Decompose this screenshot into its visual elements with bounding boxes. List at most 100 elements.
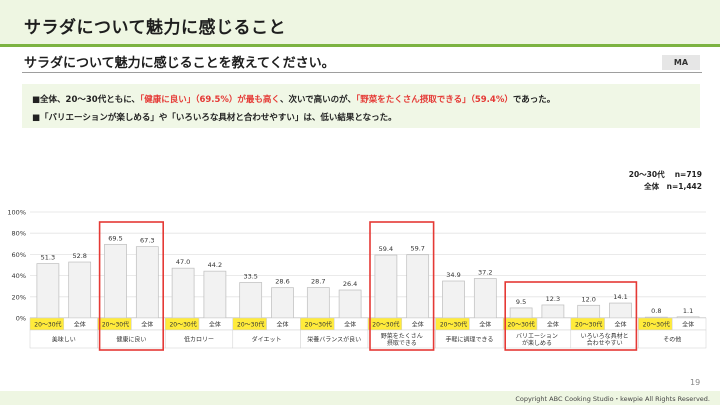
series-label: 全体	[276, 321, 288, 329]
bar	[338, 289, 362, 319]
series-label: 全体	[74, 321, 86, 329]
series-label: 20～30代	[575, 321, 602, 329]
summary-box: ■全体、20～30代ともに、「健康に良い」（69.5%）が最も高く、次いで高いの…	[22, 84, 700, 128]
sample-size-young: 20～30代 n=719	[628, 170, 702, 179]
bar-value-label: 28.6	[275, 278, 289, 286]
category-label: 健康に良い	[116, 336, 146, 344]
series-label: 20～30代	[305, 321, 332, 329]
summary-line-2: ■「バリエーションが楽しめる」や「いろいろな具材と合わせやすい」は、低い結果とな…	[32, 113, 397, 123]
series-label: 20～30代	[643, 321, 670, 329]
category-label: 摂取できる	[387, 339, 417, 347]
bar-value-label: 33.5	[243, 272, 257, 280]
question-text: サラダについて魅力に感じることを教えてください。	[24, 56, 335, 71]
y-tick-label: 80%	[12, 230, 26, 238]
bar	[271, 287, 294, 319]
bar-value-label: 26.4	[343, 280, 357, 288]
summary-text: 、次いで高いのが、	[279, 95, 357, 105]
bar	[135, 246, 159, 319]
bar-value-label: 28.7	[311, 278, 325, 286]
category-label: が楽しめる	[522, 339, 552, 347]
ma-badge: MA	[662, 55, 700, 70]
bar-value-label: 0.8	[651, 307, 661, 315]
bar	[609, 302, 632, 319]
page-number: 19	[690, 378, 701, 387]
series-label: 全体	[412, 321, 424, 329]
category-label: 合わせやすい	[587, 339, 623, 347]
series-label: 20～30代	[507, 321, 534, 329]
summary-text: であった。	[512, 95, 556, 105]
bar	[406, 254, 430, 319]
bar-value-label: 59.4	[379, 245, 393, 253]
copyright-text: Copyright ABC Cooking Studio・kewpie All …	[515, 395, 710, 403]
footer-band	[0, 391, 720, 405]
highlight-box	[369, 221, 435, 351]
bar-value-label: 34.9	[446, 271, 460, 279]
sample-size-legend: 20～30代 n=719 全体 n=1,442	[620, 169, 702, 193]
summary-line-1: ■全体、20～30代ともに、「健康に良い」（69.5%）が最も高く、次いで高いの…	[32, 93, 555, 105]
category-label: ダイエット	[252, 336, 282, 344]
category-label: 野菜をたくさん	[381, 332, 423, 340]
bar	[541, 304, 565, 319]
series-label: 20～30代	[440, 321, 467, 329]
bar-value-label: 47.0	[176, 258, 190, 266]
bar	[104, 243, 127, 319]
series-label: 全体	[547, 321, 559, 329]
series-label: 全体	[344, 321, 356, 329]
bar-value-label: 14.1	[613, 293, 627, 301]
bar	[68, 261, 92, 319]
category-label: 栄養バランスが良い	[307, 336, 361, 344]
bar	[171, 267, 195, 319]
y-tick-label: 0%	[16, 315, 26, 323]
bar	[577, 304, 601, 319]
category-label: 低カロリー	[184, 336, 214, 344]
highlight-box	[98, 221, 164, 351]
bar	[36, 263, 60, 319]
header-rule	[0, 44, 720, 47]
category-label: 手軽に調理できる	[445, 336, 493, 344]
series-label: 20～30代	[169, 321, 196, 329]
bar-value-label: 12.0	[581, 295, 595, 303]
bar-value-label: 12.3	[546, 295, 560, 303]
bar	[509, 307, 533, 319]
category-label: 美味しい	[52, 336, 76, 344]
bar-value-label: 69.5	[108, 234, 122, 242]
category-label: バリエーション	[516, 333, 558, 340]
bar-value-label: 51.3	[41, 254, 55, 262]
bar	[306, 287, 330, 319]
header-band	[0, 0, 720, 44]
highlight-box	[504, 281, 638, 351]
bar	[239, 282, 263, 319]
series-label: 全体	[614, 321, 626, 329]
bar-value-label: 1.1	[683, 307, 693, 315]
y-tick-label: 20%	[12, 293, 26, 301]
bar-value-label: 59.7	[410, 245, 424, 253]
series-label: 20～30代	[372, 321, 399, 329]
series-label: 20～30代	[237, 321, 264, 329]
bar	[442, 280, 465, 319]
bar-value-label: 52.8	[72, 252, 86, 260]
bar-value-label: 67.3	[140, 237, 154, 245]
series-label: 20～30代	[102, 321, 129, 329]
series-label: 全体	[682, 321, 694, 329]
category-label: その他	[663, 336, 681, 344]
bar	[374, 254, 398, 319]
bar-value-label: 37.2	[478, 269, 492, 277]
bar	[473, 278, 497, 319]
bar-value-label: 9.5	[516, 298, 526, 306]
sample-size-total: 全体 n=1,442	[644, 182, 702, 191]
category-label: いろいろな具材と	[581, 332, 629, 340]
series-label: 20～30代	[34, 321, 61, 329]
bar	[203, 270, 227, 319]
question-rule	[22, 72, 702, 73]
series-label: 全体	[141, 321, 153, 329]
category-cell	[638, 329, 707, 349]
summary-highlight: 「健康に良い」（69.5%）が最も高く	[139, 95, 280, 105]
summary-text: ■全体、20～30代ともに、	[32, 95, 140, 105]
summary-highlight: 「野菜をたくさん摂取できる」（59.4%）	[356, 95, 513, 105]
bar-value-label: 44.2	[208, 261, 222, 269]
y-tick-label: 40%	[12, 272, 26, 280]
series-label: 全体	[479, 321, 491, 329]
y-tick-label: 100%	[7, 209, 26, 217]
slide-title: サラダについて魅力に感じること	[24, 18, 286, 38]
